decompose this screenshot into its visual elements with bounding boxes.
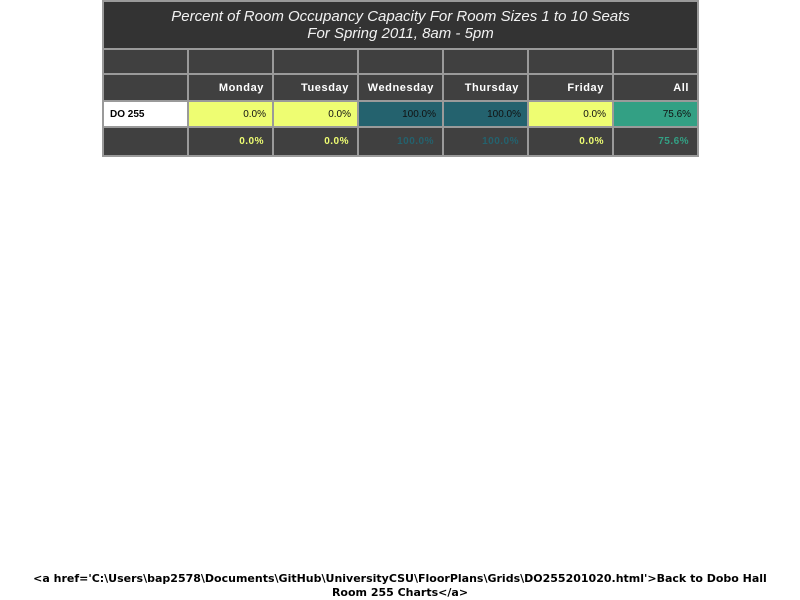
- totals-label: [104, 128, 187, 155]
- blank-cell: [359, 50, 442, 73]
- title-line-1: Percent of Room Occupancy Capacity For R…: [171, 8, 630, 25]
- value-cell-thursday: 100.0%: [444, 102, 527, 126]
- value-cell-wednesday: 100.0%: [359, 102, 442, 126]
- total-tuesday: 0.0%: [274, 128, 357, 155]
- header-wednesday: Wednesday: [359, 75, 442, 100]
- room-label: DO 255: [104, 102, 187, 126]
- occupancy-table: Percent of Room Occupancy Capacity For R…: [102, 0, 700, 157]
- total-monday: 0.0%: [189, 128, 272, 155]
- title-row: Percent of Room Occupancy Capacity For R…: [104, 2, 698, 48]
- header-tuesday: Tuesday: [274, 75, 357, 100]
- total-friday: 0.0%: [529, 128, 612, 155]
- totals-row: 0.0% 0.0% 100.0% 100.0% 0.0% 75.6%: [104, 128, 698, 155]
- value-cell-monday: 0.0%: [189, 102, 272, 126]
- value-cell-tuesday: 0.0%: [274, 102, 357, 126]
- total-wednesday: 100.0%: [359, 128, 442, 155]
- blank-cell: [189, 50, 272, 73]
- blank-cell: [529, 50, 612, 73]
- table-title: Percent of Room Occupancy Capacity For R…: [104, 2, 698, 48]
- blank-cell: [444, 50, 527, 73]
- header-friday: Friday: [529, 75, 612, 100]
- blank-cell: [614, 50, 698, 73]
- back-link-line-2: Room 255 Charts</a>: [331, 586, 469, 599]
- title-line-2: For Spring 2011, 8am - 5pm: [307, 25, 494, 42]
- total-all: 75.6%: [614, 128, 698, 155]
- table-row: DO 255 0.0% 0.0% 100.0% 100.0% 0.0% 75.6…: [104, 102, 698, 126]
- header-monday: Monday: [189, 75, 272, 100]
- blank-cell: [274, 50, 357, 73]
- header-thursday: Thursday: [444, 75, 527, 100]
- value-cell-friday: 0.0%: [529, 102, 612, 126]
- header-corner: [104, 75, 187, 100]
- total-thursday: 100.0%: [444, 128, 527, 155]
- header-row: Monday Tuesday Wednesday Thursday Friday…: [104, 75, 698, 100]
- value-cell-all: 75.6%: [614, 102, 698, 126]
- back-link-line-1: <a href='C:\Users\bap2578\Documents\GitH…: [33, 572, 767, 585]
- blank-row: [104, 50, 698, 73]
- blank-cell: [104, 50, 187, 73]
- back-link-text: <a href='C:\Users\bap2578\Documents\GitH…: [0, 572, 800, 600]
- header-all: All: [614, 75, 698, 100]
